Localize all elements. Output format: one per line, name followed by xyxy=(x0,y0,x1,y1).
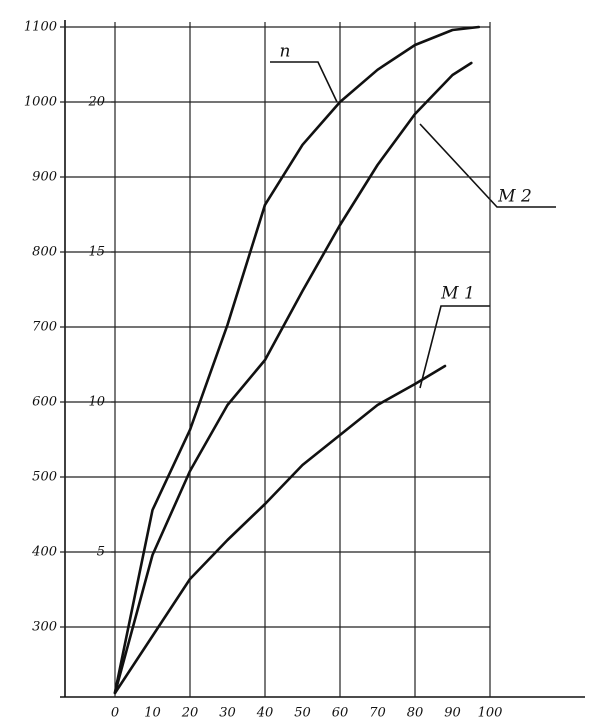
x-tick-label: 0 xyxy=(111,706,119,721)
x-tick-label: 10 xyxy=(144,706,161,721)
y2-tick-label: 10 xyxy=(88,395,105,410)
x-tick-label: 60 xyxy=(332,706,349,721)
x-tick-label: 70 xyxy=(369,706,386,721)
curve xyxy=(113,61,473,695)
y-tick-label: 300 xyxy=(32,620,57,635)
m2-leader xyxy=(419,123,556,208)
series-label: M 2 xyxy=(497,187,532,207)
curve xyxy=(113,364,447,695)
curve xyxy=(113,25,481,694)
y-tick-label: 500 xyxy=(32,470,57,485)
x-tick-label: 90 xyxy=(444,706,461,721)
y-tick-label: 800 xyxy=(32,245,57,260)
x-tick-label: 30 xyxy=(219,706,236,721)
series-label: M 1 xyxy=(440,284,475,304)
y-tick-label: 400 xyxy=(31,545,57,560)
y-tick-label: 1000 xyxy=(24,95,57,110)
x-tick-label: 20 xyxy=(181,706,199,721)
y-tick-label: 600 xyxy=(32,395,57,410)
y2-tick-label: 15 xyxy=(88,245,105,260)
x-tick-label: 80 xyxy=(407,706,424,721)
y2-tick-label: 5 xyxy=(97,545,105,560)
m1-leader xyxy=(419,305,490,389)
series-label: n xyxy=(280,42,291,62)
y-tick-label: 700 xyxy=(32,320,57,335)
x-tick-label: 50 xyxy=(294,706,311,721)
x-tick-label: 100 xyxy=(478,706,503,721)
x-tick-label: 40 xyxy=(256,706,274,721)
y-tick-label: 900 xyxy=(32,170,57,185)
y-tick-label: 1100 xyxy=(24,20,57,35)
y2-tick-label: 20 xyxy=(87,95,105,110)
n-leader xyxy=(270,61,338,103)
